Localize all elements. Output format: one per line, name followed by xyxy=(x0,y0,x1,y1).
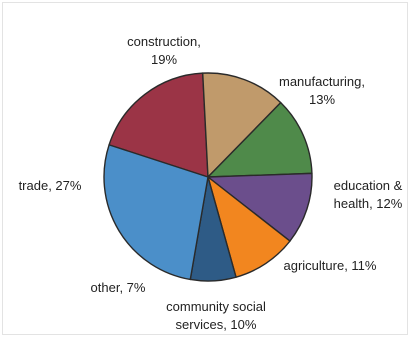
slice-label-agriculture: agriculture, 11% xyxy=(284,258,377,273)
slice-label-construction: construction, 19% xyxy=(127,34,201,67)
slice-label-trade: trade, 27% xyxy=(19,178,82,193)
slice-label-manufacturing: manufacturing, 13% xyxy=(279,74,365,107)
pie-slice-manufacturing xyxy=(202,72,282,178)
slice-label-education-health: education & health, 12% xyxy=(334,178,403,211)
pie-slice-construction xyxy=(108,72,209,178)
pie-slice-trade xyxy=(103,144,209,281)
slice-label-other: other, 7% xyxy=(91,280,146,295)
pie-slice-education-health xyxy=(207,101,313,178)
pie-slice-agriculture xyxy=(207,172,313,242)
slice-label-community-social-services: community social services, 10% xyxy=(166,299,266,332)
